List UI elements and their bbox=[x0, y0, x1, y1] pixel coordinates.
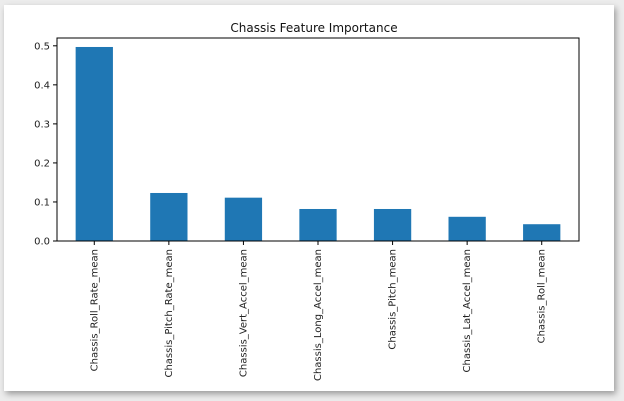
bar bbox=[224, 197, 263, 241]
y-tick-label: 0.0 bbox=[34, 237, 50, 248]
x-tick-label: Chassis_Vert_Accel_mean bbox=[238, 249, 249, 377]
x-tick-label: Chassis_Pitch_mean bbox=[388, 249, 399, 350]
y-tick-label: 0.5 bbox=[34, 41, 50, 52]
bar bbox=[448, 216, 486, 241]
chart-title: Chassis Feature Importance bbox=[230, 21, 397, 35]
bar bbox=[150, 192, 188, 241]
bar bbox=[299, 208, 337, 241]
bar bbox=[75, 46, 113, 241]
x-tick-label: Chassis_Lat_Accel_mean bbox=[462, 249, 473, 372]
bar bbox=[523, 224, 561, 241]
bar-chart: Chassis Feature Importance 0.0 0.1 0.2 0.3 0… bbox=[34, 21, 580, 381]
y-tick-label: 0.4 bbox=[34, 80, 50, 91]
x-tick-label: Chassis_Roll_Rate_mean bbox=[89, 249, 100, 371]
y-tick-label: 0.2 bbox=[34, 158, 50, 169]
x-tick-label: Chassis_Long_Accel_mean bbox=[313, 249, 324, 381]
x-tick-label: Chassis_Pitch_Rate_mean bbox=[164, 249, 175, 378]
bar bbox=[373, 208, 412, 241]
chart-figure: Chassis Feature Importance 0.0 0.1 0.2 0.3 0… bbox=[4, 5, 614, 391]
y-tick-label: 0.3 bbox=[34, 119, 50, 130]
y-tick-label: 0.1 bbox=[34, 197, 50, 208]
x-tick-label: Chassis_Roll_mean bbox=[537, 249, 548, 343]
